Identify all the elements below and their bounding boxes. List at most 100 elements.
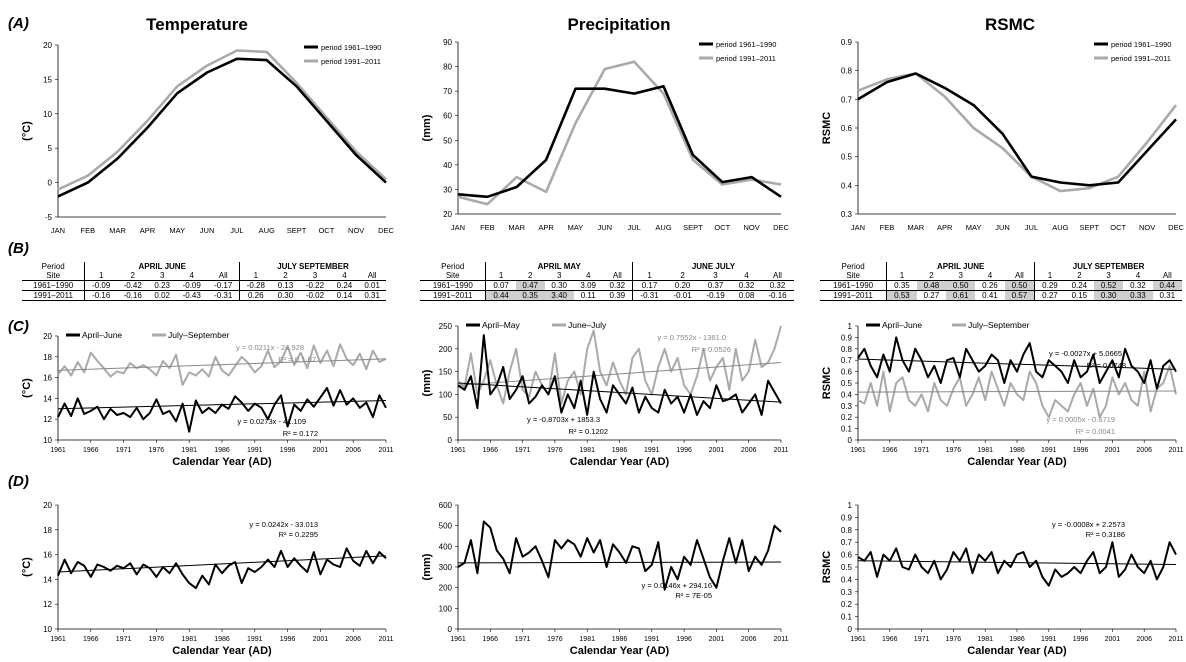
- table-subheader-cell: 2: [1064, 271, 1094, 281]
- x-tick-label: 1971: [515, 636, 531, 643]
- table-cell: 0.37: [699, 280, 732, 291]
- x-tick-label: MAY: [169, 226, 185, 235]
- table-cell: -0.31: [207, 290, 240, 301]
- x-tick-label: 1981: [977, 447, 993, 454]
- regression-annotation: R² = 0.0041: [1076, 427, 1115, 436]
- y-tick-label: 500: [439, 522, 453, 531]
- y-tick-label: 30: [443, 185, 452, 194]
- x-tick-label: 1981: [181, 636, 197, 643]
- x-tick-label: 2011: [773, 636, 788, 643]
- y-tick-label: 0: [848, 625, 853, 634]
- x-tick-label: 1976: [946, 636, 962, 643]
- table-subheader-cell: 3: [299, 271, 331, 281]
- legend-label: July–September: [968, 320, 1030, 330]
- table-cell: 0.35: [886, 280, 917, 291]
- table-header-group2: JULY SEPTEMBER: [239, 262, 386, 271]
- y-tick-label: 0.3: [841, 402, 853, 411]
- table-cell: 0.17: [631, 280, 667, 291]
- x-tick-label: 1966: [483, 636, 499, 643]
- x-tick-label: JUL: [230, 226, 243, 235]
- y-tick-label: -5: [45, 213, 53, 222]
- table-cell: 0.29: [1034, 280, 1065, 291]
- x-tick-label: APR: [937, 223, 953, 232]
- chart-A-temp: -5 0 5 10 15 20 (°C) JAN FEB MAR APR MAY JUN JUL AUG SE…: [21, 41, 394, 235]
- x-tick-label: APR: [140, 226, 156, 235]
- legend-label: July–September: [168, 330, 230, 340]
- y-tick-label: 10: [43, 625, 52, 634]
- x-tick-label: 1986: [612, 636, 628, 643]
- y-tick-label: 20: [43, 501, 52, 510]
- y-tick-label: 0.6: [841, 368, 853, 377]
- panel-label-d: (D): [8, 473, 29, 490]
- x-tick-label: SEPT: [287, 226, 307, 235]
- legend-label: April–May: [482, 320, 521, 330]
- table-subheader-cell: 1: [886, 271, 917, 281]
- x-tick-label: MAR: [109, 226, 126, 235]
- x-axis-label: Calendar Year (AD): [967, 645, 1067, 657]
- x-tick-label: 1966: [483, 447, 499, 454]
- y-tick-label: 250: [439, 322, 453, 331]
- chart-C-prec: 0 50 100 150 200 250 (mm) 1961 1966 1971 1976 1981 1…: [421, 320, 789, 468]
- table-cell: 0.53: [886, 290, 917, 301]
- regression-annotation: y = -0.0027x + 5.0665: [1049, 349, 1122, 358]
- table-subheader-cell: 4: [176, 271, 208, 281]
- x-tick-label: 1971: [914, 447, 930, 454]
- table-cell: 0.47: [515, 280, 545, 291]
- y-tick-label: 70: [443, 87, 452, 96]
- series-line: [857, 336, 1177, 390]
- y-tick-label: 14: [43, 575, 52, 584]
- table-cell: 0.32: [1123, 280, 1153, 291]
- y-axis-label: (mm): [421, 114, 433, 141]
- y-tick-label: 0.3: [841, 210, 853, 219]
- x-tick-label: MAY: [568, 223, 584, 232]
- table-cell: 0.26: [238, 290, 272, 301]
- x-tick-label: 2001: [313, 447, 329, 454]
- table-cell: 0.48: [916, 280, 947, 291]
- x-tick-label: 2001: [1105, 636, 1121, 643]
- y-tick-label: 1: [848, 322, 853, 331]
- x-tick-label: MAR: [907, 223, 924, 232]
- regression-annotation: R² = 0.0526: [692, 345, 731, 354]
- x-tick-label: 2011: [1168, 636, 1183, 643]
- y-tick-label: 200: [439, 584, 453, 593]
- table-cell: -0.42: [116, 280, 149, 291]
- x-tick-label: 1991: [1041, 636, 1057, 643]
- y-axis-label: (°C): [21, 378, 33, 398]
- x-tick-label: JAN: [51, 226, 65, 235]
- x-tick-label: 1966: [882, 636, 898, 643]
- y-tick-label: 50: [443, 413, 452, 422]
- legend-label: period 1991–2011: [321, 57, 381, 66]
- trend-line: [457, 382, 782, 403]
- table-subheader-cell: 1: [238, 271, 272, 281]
- table-cell: 3.40: [544, 290, 574, 301]
- x-tick-label: 1991: [1041, 447, 1057, 454]
- table-cell: 0.07: [485, 280, 516, 291]
- legend-label: period 1991–2011: [716, 54, 776, 63]
- y-axis-label: (°C): [21, 557, 33, 577]
- table-subheader-cell: All: [761, 271, 794, 281]
- table-cell: 0.15: [1064, 290, 1094, 301]
- y-tick-label: 0.4: [841, 181, 853, 190]
- table-cell: 3.09: [573, 280, 603, 291]
- x-tick-label: AUG: [1052, 223, 1068, 232]
- table-cell: -0.16: [84, 290, 117, 301]
- regression-annotation: R² = 0.1202: [569, 427, 608, 436]
- table-subheader-cell: All: [1004, 271, 1035, 281]
- x-tick-label: DEC: [378, 226, 394, 235]
- table-cell: 0.08: [732, 290, 761, 301]
- series-line: [457, 520, 782, 591]
- x-tick-label: 2006: [741, 636, 757, 643]
- x-tick-label: 2006: [741, 447, 757, 454]
- series-line: [57, 49, 387, 191]
- table-cell: -0.09: [84, 280, 117, 291]
- table-cell: 0.50: [1004, 280, 1035, 291]
- table-subheader-cell: 1: [631, 271, 667, 281]
- table-cell: -0.09: [176, 280, 208, 291]
- trend-line: [57, 555, 387, 573]
- table-header-site: Site: [820, 271, 887, 281]
- table-cell: 0.33: [1123, 290, 1153, 301]
- x-tick-label: 1991: [644, 447, 660, 454]
- table-header-row: Period APRIL MAY JUNE JULY: [420, 262, 794, 271]
- table-row-label: 1991–2011: [22, 290, 85, 301]
- x-tick-label: DEC: [773, 223, 789, 232]
